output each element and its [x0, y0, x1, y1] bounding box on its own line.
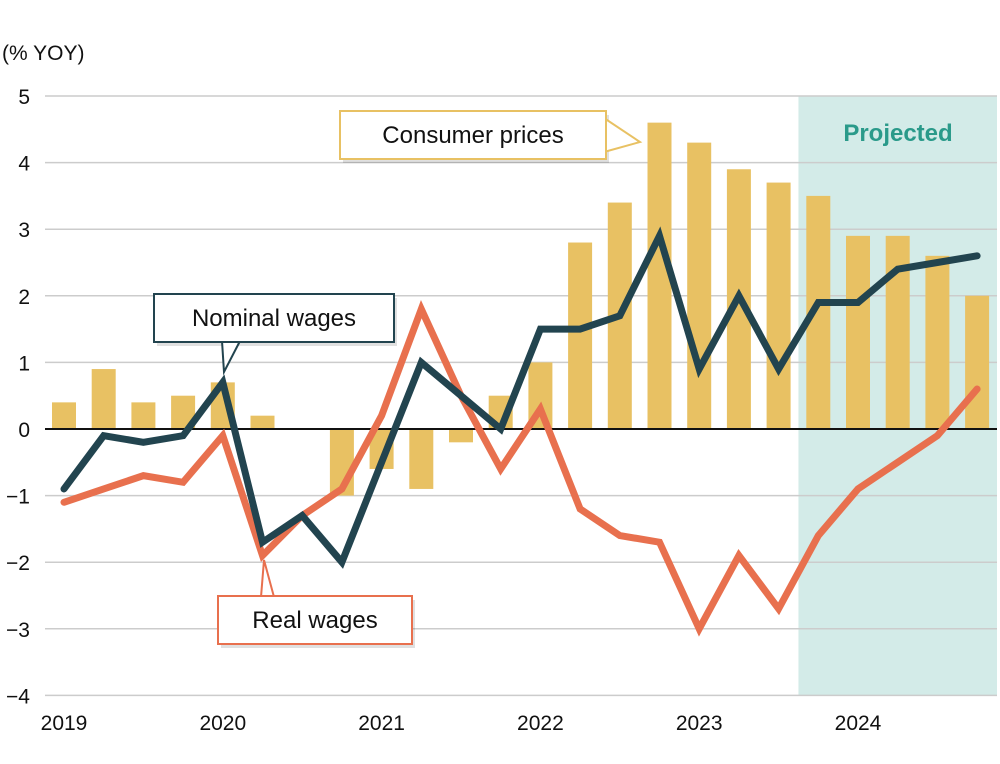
y-tick-label: −2 — [6, 552, 30, 575]
y-tick-label: 3 — [18, 219, 30, 242]
x-tick-label: 2021 — [358, 712, 405, 735]
bar-consumer-prices — [568, 242, 593, 429]
bar-consumer-prices — [925, 255, 950, 429]
callout-box — [217, 595, 413, 645]
legend-real-wages: Real wages — [252, 607, 377, 634]
y-axis-unit-label: (% YOY) — [2, 42, 85, 65]
callout-pointer — [603, 117, 643, 153]
y-tick-label: 4 — [18, 153, 30, 176]
x-tick-label: 2019 — [41, 712, 88, 735]
x-tick-label: 2024 — [835, 712, 882, 735]
projected-label: Projected — [843, 120, 952, 147]
line-nominal-wages — [60, 226, 981, 569]
y-tick-label: 1 — [18, 352, 30, 375]
callout-pointer — [221, 340, 241, 376]
y-tick-label: −4 — [6, 685, 30, 708]
y-tick-label: −3 — [6, 619, 30, 642]
bar-consumer-prices — [846, 235, 870, 429]
x-tick-label: 2023 — [676, 712, 723, 735]
callout-pointer — [260, 559, 275, 598]
bar-consumer-prices — [965, 295, 990, 429]
legend-nominal-wages: Nominal wages — [192, 305, 356, 332]
bar-consumer-prices — [52, 402, 76, 429]
callout-box — [153, 293, 395, 343]
y-tick-label: 5 — [18, 86, 30, 109]
bar-consumer-prices — [131, 402, 156, 429]
callout-box — [339, 110, 607, 160]
bar-consumer-prices — [687, 142, 712, 429]
bar-consumer-prices — [449, 429, 473, 443]
legend-consumer-prices: Consumer prices — [382, 122, 563, 149]
y-tick-label: 2 — [18, 286, 30, 309]
x-tick-label: 2020 — [199, 712, 246, 735]
x-tick-label: 2022 — [517, 712, 564, 735]
bar-consumer-prices — [250, 415, 275, 429]
bar-consumer-prices — [409, 429, 434, 489]
bar-consumer-prices — [91, 369, 116, 429]
line-real-wages — [60, 299, 981, 637]
y-tick-label: 0 — [18, 419, 30, 442]
bar-consumer-prices — [766, 182, 791, 429]
y-tick-label: −1 — [6, 486, 30, 509]
bar-consumer-prices — [647, 122, 672, 429]
